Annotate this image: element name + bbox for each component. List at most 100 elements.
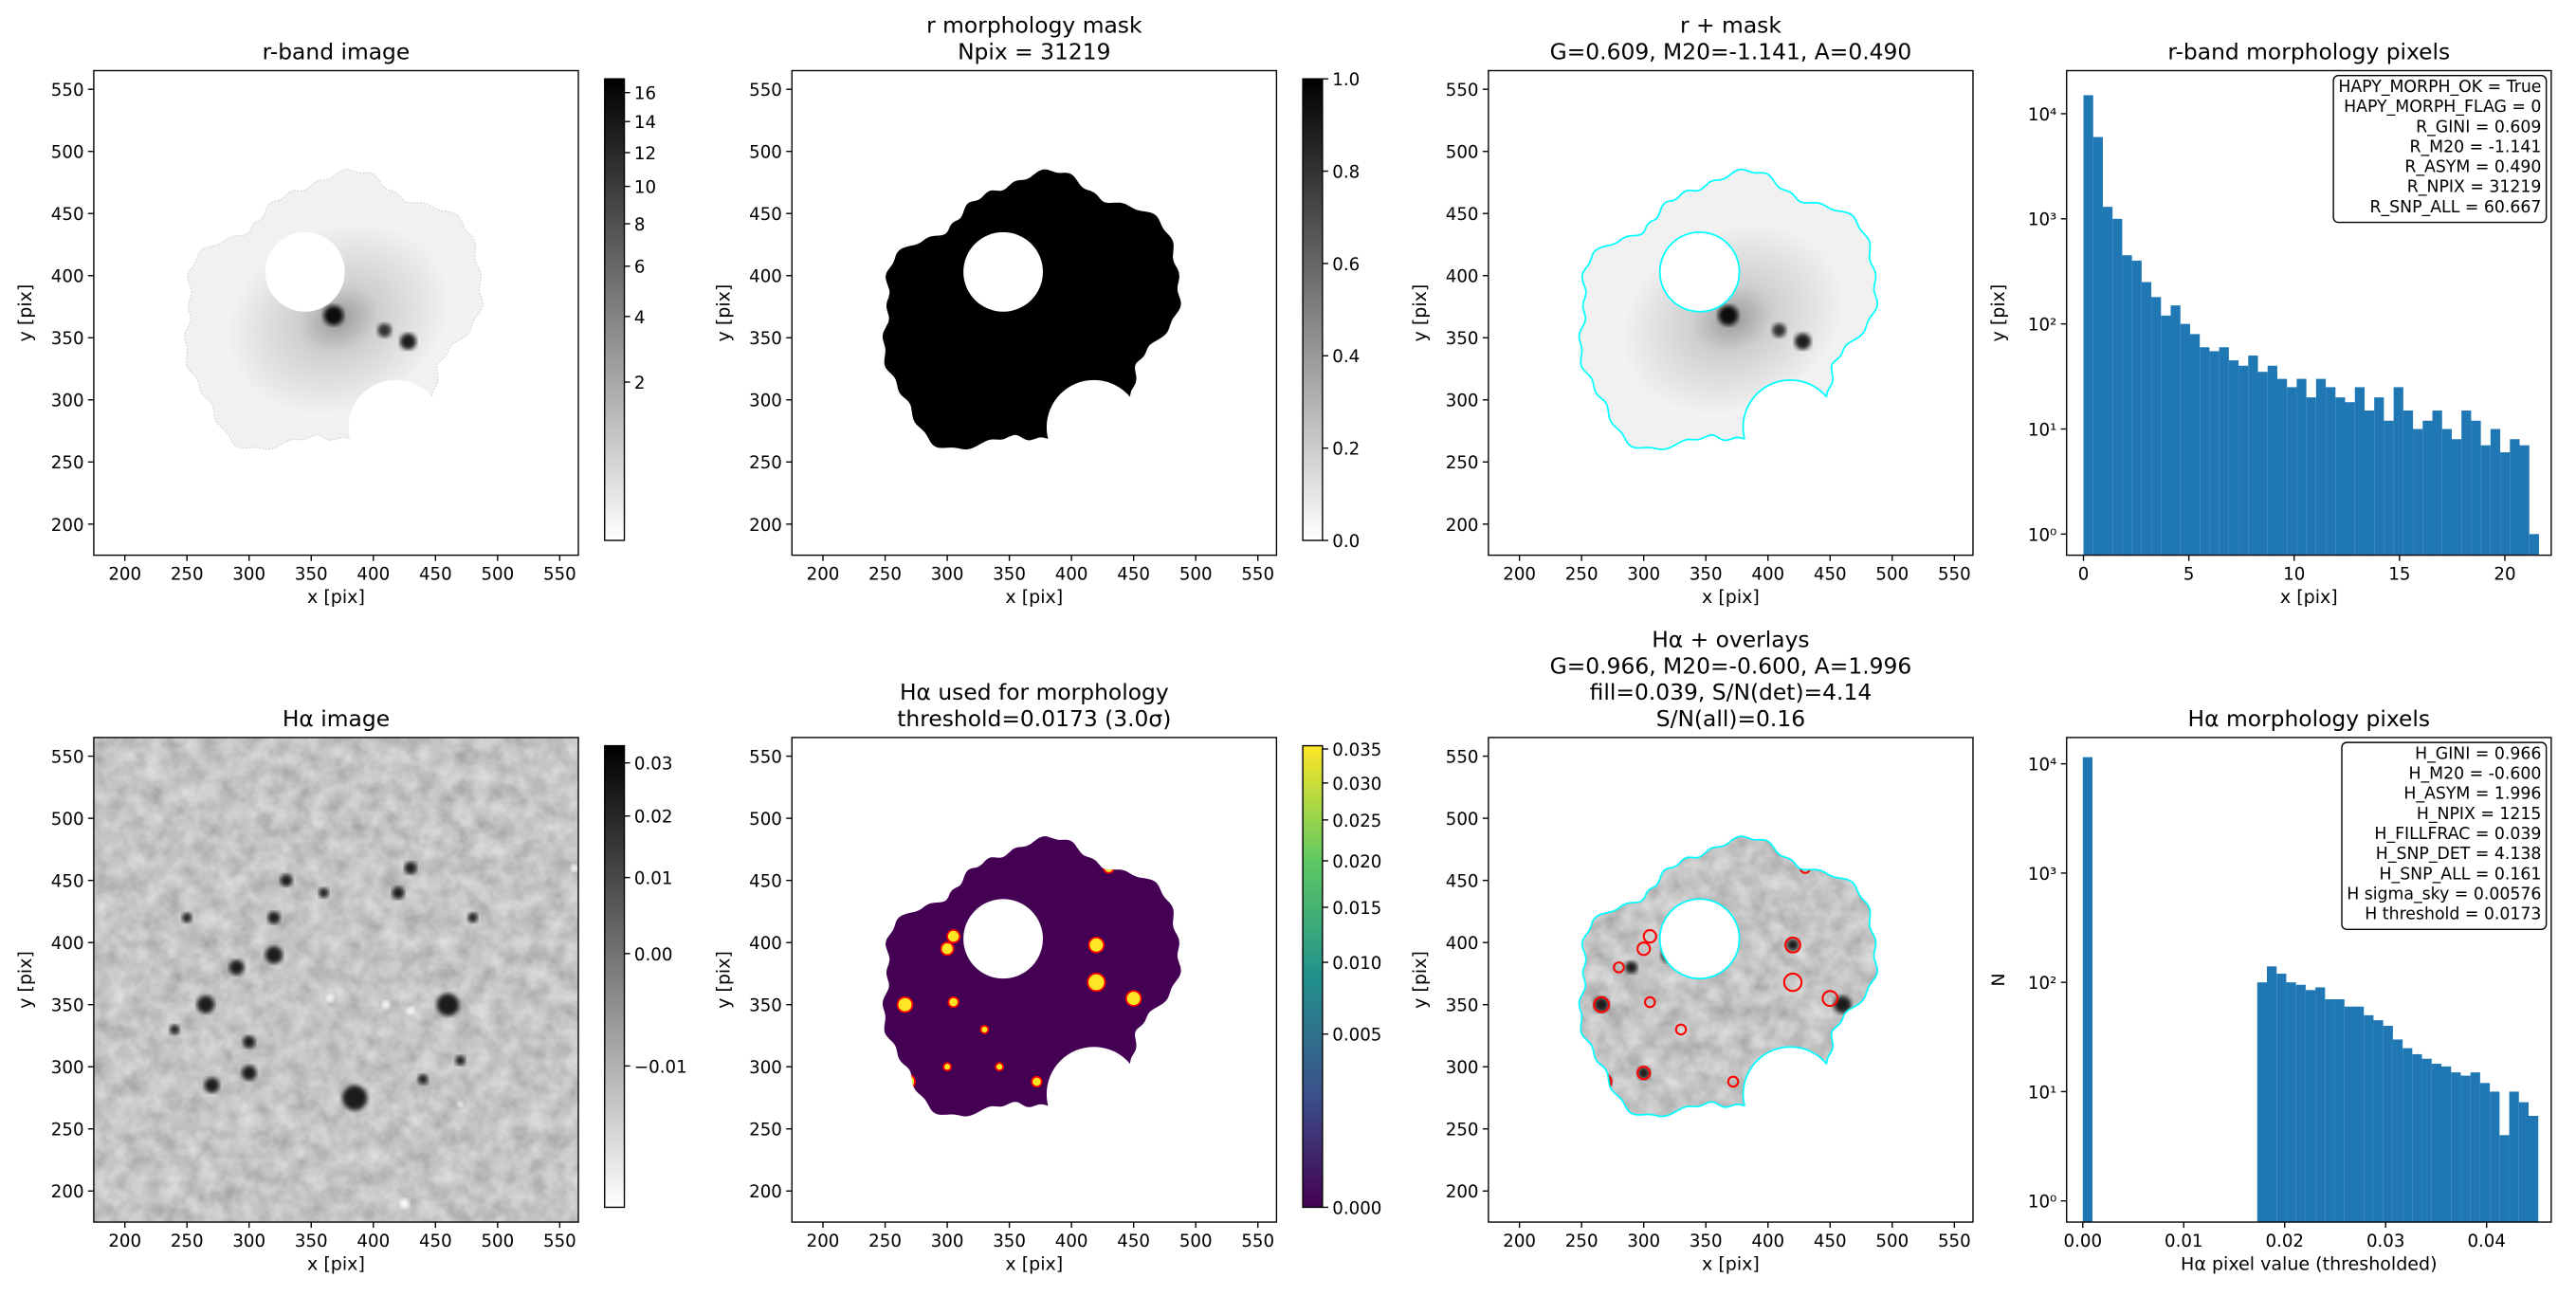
y-tick-label: 500 [749, 810, 782, 830]
y-axis-label: y [pix] [1410, 951, 1431, 1009]
x-tick-label: 200 [1503, 565, 1536, 585]
feature [1124, 990, 1142, 1007]
feature [896, 995, 914, 1013]
mask-notch [1743, 1047, 1838, 1141]
feature [571, 864, 579, 872]
colorbar-tick-label: 0.025 [1332, 812, 1381, 831]
bar [2528, 1116, 2539, 1223]
x-tick-label: 0 [2078, 565, 2090, 585]
bar [2344, 1006, 2354, 1223]
colorbar-tick-label: −0.01 [634, 1057, 687, 1077]
colorbar [604, 744, 626, 1209]
axes-frame [1488, 737, 1974, 1223]
colorbar [604, 78, 626, 541]
colorbar-tick-label: 2 [634, 374, 646, 393]
feature [1636, 1066, 1652, 1081]
bar [2286, 982, 2296, 1223]
x-tick-label: 400 [1055, 565, 1088, 585]
plot-area [1578, 168, 1879, 475]
panel: 200 250 300 350 400 450 500 550 200 250 300 350 400 4… [15, 38, 656, 607]
x-tick-label: 15 [2388, 565, 2410, 585]
panel-title: Hα + overlays [1652, 627, 1809, 653]
y-tick-label: 200 [749, 1182, 782, 1202]
x-tick-label: 250 [1565, 1232, 1599, 1251]
feature [325, 995, 334, 1003]
feature [404, 861, 417, 875]
feature [319, 887, 329, 898]
x-tick-label: 250 [868, 1232, 902, 1251]
bar [2112, 218, 2123, 556]
y-tick-label: 350 [749, 996, 782, 1016]
bar [2266, 966, 2277, 1223]
axes-frame [93, 69, 579, 557]
bar [2276, 974, 2287, 1223]
mask-notch [1046, 1047, 1142, 1141]
colorbar-tick-label: 6 [634, 258, 646, 278]
feature [377, 323, 392, 338]
y-tick-label: 10³ [2028, 865, 2056, 885]
plot-area [882, 169, 1181, 475]
bar [2499, 1135, 2510, 1223]
stats-line: H_GINI = 0.966 [2415, 744, 2541, 763]
y-tick-label: 300 [749, 392, 782, 411]
feature [399, 1198, 410, 1209]
stats-line: H_ASYM = 1.996 [2403, 785, 2541, 804]
x-tick-label: 450 [1117, 565, 1150, 585]
panel: 200 250 300 350 400 450 500 550 200 250 300 350 400 4… [15, 705, 687, 1274]
colorbar-tick-label: 10 [634, 178, 656, 198]
mask-hole [265, 231, 345, 312]
panel: 200 250 300 350 400 450 500 550 200 250 300 350 400 4… [1410, 12, 1974, 608]
panel-title: Hα used for morphology [900, 679, 1169, 705]
bar [2219, 347, 2229, 556]
y-axis-label: N [1988, 973, 2009, 986]
y-axis-label: y [pix] [15, 951, 36, 1009]
x-tick-label: 300 [1627, 565, 1660, 585]
y-tick-label: 400 [51, 267, 84, 287]
x-tick-label: 0.03 [2366, 1232, 2404, 1251]
x-tick-label: 350 [295, 1232, 328, 1251]
panel-title: Hα morphology pixels [2188, 705, 2430, 732]
bar [2490, 429, 2501, 556]
y-tick-label: 550 [749, 81, 782, 100]
y-tick-label: 300 [749, 1058, 782, 1078]
feature [181, 912, 192, 923]
x-tick-label: 400 [356, 565, 390, 585]
x-tick-label: 300 [232, 1232, 265, 1251]
colorbar-tick-label: 4 [634, 308, 646, 328]
y-tick-label: 500 [51, 143, 84, 163]
y-tick-label: 550 [51, 748, 84, 768]
panel-title: r-band morphology pixels [2167, 38, 2450, 64]
x-tick-label: 10 [2283, 565, 2305, 585]
bar [2287, 387, 2297, 556]
y-tick-label: 300 [1446, 1058, 1479, 1078]
feature [1784, 936, 1801, 954]
axes-frame [791, 69, 1278, 557]
stats-line: R_NPIX = 31219 [2407, 178, 2542, 197]
bar [2131, 260, 2142, 556]
x-tick-label: 0.00 [2064, 1232, 2102, 1251]
x-tick-label: 450 [419, 1232, 452, 1251]
x-tick-label: 550 [543, 1232, 576, 1251]
bar [2315, 378, 2327, 556]
y-tick-label: 500 [51, 810, 84, 830]
panel-title: Npix = 31219 [958, 38, 1110, 64]
x-axis-label: x [pix] [1005, 1253, 1063, 1274]
feature [1786, 939, 1800, 952]
x-tick-label: 350 [993, 1232, 1026, 1251]
feature [342, 1085, 368, 1111]
mask-hole [1658, 898, 1741, 980]
bar [2325, 999, 2335, 1223]
plot-area [1578, 835, 1879, 1141]
x-tick-label: 550 [1938, 565, 1971, 585]
feature [946, 929, 961, 944]
x-tick-label: 550 [1938, 1232, 1971, 1251]
plot-area [184, 169, 484, 475]
x-axis-label: x [pix] [1702, 587, 1760, 608]
bar [2306, 397, 2316, 556]
stats-box-frame [2332, 75, 2548, 224]
y-tick-label: 350 [1446, 329, 1479, 349]
bar [2384, 420, 2394, 556]
colorbar [1302, 78, 1324, 541]
